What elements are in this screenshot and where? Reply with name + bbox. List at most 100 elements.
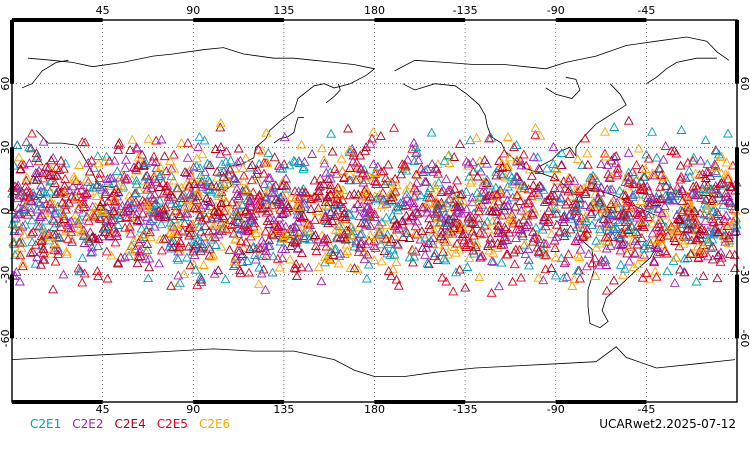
marker-c2e6 bbox=[473, 193, 484, 203]
marker-c2e2 bbox=[372, 161, 383, 171]
marker-c2e1 bbox=[138, 231, 149, 241]
marker-c2e1 bbox=[702, 158, 713, 168]
marker-c2e2 bbox=[12, 193, 23, 203]
marker-c2e1 bbox=[345, 209, 356, 219]
marker-c2e1 bbox=[334, 220, 345, 230]
marker-c2e4 bbox=[449, 151, 460, 161]
marker-c2e5 bbox=[92, 266, 103, 276]
marker-c2e1 bbox=[32, 151, 43, 161]
marker-c2e5 bbox=[38, 193, 49, 203]
marker-c2e1 bbox=[588, 170, 598, 180]
marker-c2e5 bbox=[409, 183, 420, 193]
marker-c2e1 bbox=[612, 203, 623, 213]
marker-c2e5 bbox=[148, 171, 159, 181]
marker-c2e1 bbox=[660, 190, 671, 200]
marker-c2e6 bbox=[364, 171, 375, 181]
marker-c2e5 bbox=[19, 204, 30, 214]
marker-c2e6 bbox=[196, 173, 207, 183]
marker-c2e1 bbox=[290, 235, 301, 245]
marker-c2e2 bbox=[292, 243, 303, 253]
marker-c2e1 bbox=[705, 184, 715, 194]
marker-c2e6 bbox=[464, 253, 475, 263]
marker-c2e5 bbox=[543, 214, 554, 224]
marker-c2e5 bbox=[486, 287, 497, 297]
marker-c2e4 bbox=[638, 221, 649, 231]
marker-c2e1 bbox=[228, 174, 239, 184]
marker-c2e1 bbox=[210, 239, 221, 249]
marker-c2e2 bbox=[731, 226, 742, 236]
marker-c2e1 bbox=[698, 184, 708, 193]
marker-c2e1 bbox=[195, 272, 206, 282]
marker-c2e1 bbox=[624, 223, 635, 233]
marker-c2e5 bbox=[238, 170, 249, 180]
marker-c2e1 bbox=[242, 256, 253, 265]
marker-c2e1 bbox=[615, 259, 626, 269]
coastlines bbox=[11, 36, 736, 377]
marker-c2e6 bbox=[91, 191, 102, 200]
marker-c2e6 bbox=[671, 236, 682, 246]
marker-c2e5 bbox=[234, 265, 245, 275]
marker-c2e2 bbox=[647, 192, 658, 202]
marker-c2e2 bbox=[627, 167, 638, 177]
marker-c2e5 bbox=[170, 201, 181, 211]
marker-c2e5 bbox=[716, 252, 727, 262]
marker-c2e4 bbox=[369, 235, 380, 245]
marker-c2e1 bbox=[587, 220, 597, 230]
marker-c2e6 bbox=[532, 191, 543, 201]
marker-c2e1 bbox=[267, 267, 278, 277]
marker-c2e5 bbox=[708, 217, 719, 227]
marker-c2e6 bbox=[551, 164, 562, 174]
marker-c2e6 bbox=[280, 188, 291, 198]
marker-c2e5 bbox=[652, 248, 663, 258]
marker-c2e5 bbox=[119, 206, 129, 216]
coastline bbox=[21, 59, 69, 89]
marker-c2e1 bbox=[165, 217, 176, 227]
marker-c2e2 bbox=[280, 244, 291, 254]
marker-c2e2 bbox=[85, 247, 96, 257]
marker-c2e4 bbox=[235, 267, 246, 277]
marker-c2e1 bbox=[670, 188, 681, 198]
marker-c2e6 bbox=[658, 171, 669, 181]
marker-c2e6 bbox=[192, 187, 203, 197]
marker-c2e6 bbox=[198, 259, 209, 269]
marker-c2e5 bbox=[124, 221, 135, 231]
marker-c2e5 bbox=[53, 249, 64, 259]
marker-c2e5 bbox=[103, 228, 114, 238]
marker-c2e6 bbox=[504, 152, 515, 162]
marker-c2e5 bbox=[620, 190, 631, 200]
marker-c2e4 bbox=[26, 143, 37, 153]
marker-c2e6 bbox=[640, 164, 651, 174]
marker-c2e4 bbox=[50, 229, 61, 239]
marker-c2e1 bbox=[141, 158, 152, 168]
marker-c2e4 bbox=[201, 213, 212, 223]
marker-c2e5 bbox=[523, 184, 534, 194]
marker-c2e2 bbox=[193, 141, 204, 151]
marker-c2e5 bbox=[534, 180, 545, 190]
marker-c2e1 bbox=[588, 197, 599, 207]
marker-c2e1 bbox=[409, 251, 420, 261]
marker-c2e1 bbox=[228, 209, 239, 219]
marker-c2e6 bbox=[344, 144, 355, 154]
marker-c2e2 bbox=[232, 157, 243, 167]
marker-c2e4 bbox=[349, 263, 360, 273]
marker-c2e5 bbox=[389, 122, 400, 132]
marker-c2e5 bbox=[60, 173, 71, 183]
marker-c2e2 bbox=[314, 190, 325, 200]
marker-c2e2 bbox=[351, 236, 362, 246]
marker-c2e4 bbox=[233, 143, 244, 153]
marker-c2e5 bbox=[523, 197, 534, 207]
marker-c2e4 bbox=[528, 226, 538, 236]
marker-c2e5 bbox=[580, 186, 591, 196]
marker-c2e5 bbox=[545, 190, 556, 200]
marker-c2e5 bbox=[93, 271, 104, 281]
marker-c2e6 bbox=[46, 164, 57, 174]
marker-c2e2 bbox=[356, 201, 367, 211]
marker-c2e1 bbox=[190, 264, 201, 274]
marker-c2e1 bbox=[172, 183, 182, 193]
marker-c2e4 bbox=[519, 180, 530, 190]
marker-c2e1 bbox=[25, 203, 36, 213]
marker-c2e6 bbox=[294, 201, 305, 211]
marker-c2e2 bbox=[292, 216, 303, 226]
marker-c2e6 bbox=[424, 197, 435, 207]
marker-c2e2 bbox=[452, 207, 463, 217]
